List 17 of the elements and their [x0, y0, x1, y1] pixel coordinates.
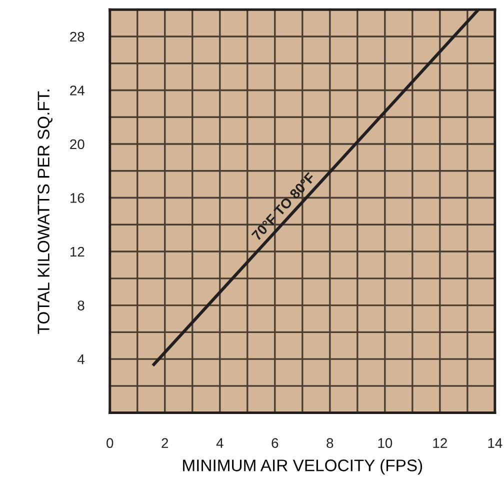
x-tick-label: 2 [162, 438, 168, 448]
x-tick-label: 0 [106, 438, 114, 448]
x-tick-label: 10 [378, 438, 392, 448]
y-axis-title: TOTAL KILOWATTS PER SQ.FT. [38, 90, 52, 334]
y-tick-label: 4 [77, 354, 84, 364]
y-tick-label: 8 [78, 300, 84, 310]
y-tick-label: 16 [70, 193, 84, 203]
x-tick-label: 8 [326, 438, 334, 448]
x-axis-title: MINIMUM AIR VELOCITY (FPS) [183, 459, 422, 475]
x-tick-label: 4 [216, 438, 224, 448]
y-tick-label: 28 [70, 32, 84, 42]
y-tick-label: 24 [70, 86, 84, 96]
y-tick-label: 20 [70, 139, 84, 150]
y-tick-label: 12 [70, 246, 84, 257]
x-tick-label: 14 [488, 438, 502, 448]
x-tick-label: 6 [272, 438, 278, 448]
x-tick-label: 12 [433, 438, 447, 448]
